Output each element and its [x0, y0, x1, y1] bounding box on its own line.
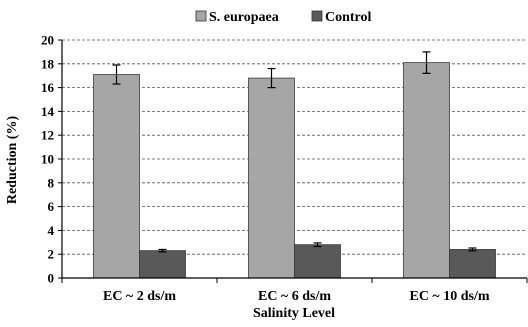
bar-s-europaea [248, 77, 295, 279]
y-tick-label: 20 [41, 33, 54, 48]
bar-control [449, 249, 496, 279]
y-tick-label: 4 [48, 223, 55, 238]
y-tick-label: 10 [41, 152, 54, 167]
bar-s-europaea [93, 74, 140, 279]
legend: S. europaea Control [195, 10, 372, 25]
y-axis-ticks: 0 2 4 6 8 10 12 14 16 18 20 [41, 33, 62, 286]
legend-label-s-europaea: S. europaea [209, 10, 279, 25]
x-axis-ticks: EC ~ 2 ds/m EC ~ 6 ds/m EC ~ 10 ds/m [61, 278, 528, 304]
y-tick-label: 2 [48, 247, 55, 262]
x-axis-title: Salinity Level [253, 306, 335, 321]
y-tick-label: 6 [48, 199, 55, 214]
y-axis-title: Reduction (%) [5, 116, 20, 205]
x-category-label: EC ~ 2 ds/m [103, 289, 176, 304]
legend-swatch-control [311, 10, 323, 22]
bar-control [139, 250, 186, 279]
bar-s-europaea [403, 62, 450, 279]
bar-control [294, 244, 341, 279]
y-tick-label: 14 [41, 104, 55, 119]
bars [93, 51, 496, 279]
legend-swatch-s-europaea [195, 10, 207, 22]
y-tick-label: 12 [41, 128, 54, 143]
x-category-label: EC ~ 10 ds/m [409, 289, 489, 304]
x-category-label: EC ~ 6 ds/m [258, 289, 331, 304]
y-tick-label: 18 [41, 56, 55, 71]
legend-label-control: Control [325, 10, 372, 25]
y-tick-label: 8 [48, 175, 55, 190]
y-tick-label: 16 [41, 80, 55, 95]
y-tick-label: 0 [48, 271, 55, 286]
